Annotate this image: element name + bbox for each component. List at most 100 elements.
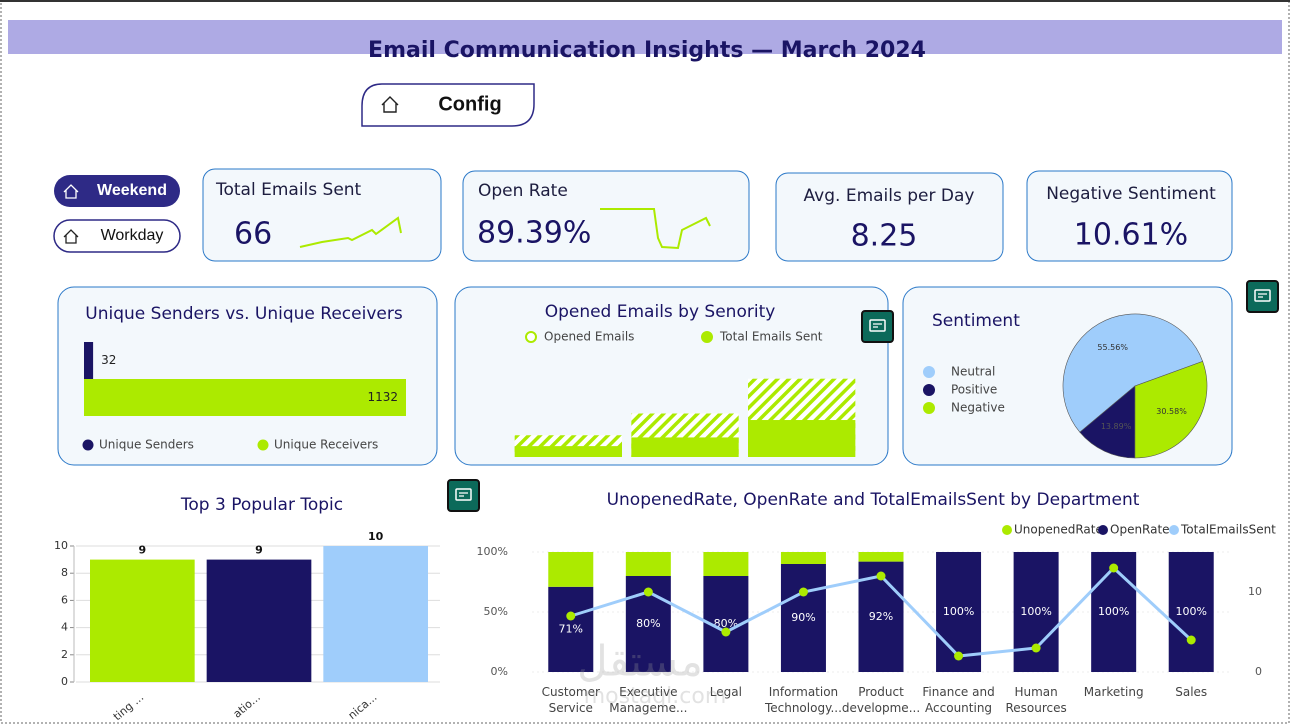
bar xyxy=(84,342,94,379)
chart-card xyxy=(57,286,438,466)
sparkline xyxy=(600,208,711,250)
bar xyxy=(748,420,856,457)
bar xyxy=(625,552,671,576)
bar xyxy=(84,379,406,416)
x-tick-label-box: Human Resources xyxy=(1005,685,1066,715)
workday-label: Workday xyxy=(101,227,164,244)
y-tick-label: 0 xyxy=(61,675,68,688)
weekend-label: Weekend xyxy=(97,182,167,199)
legend-label: Unique Receivers xyxy=(274,438,378,452)
bar xyxy=(206,559,312,682)
y2-tick-label: 0 xyxy=(1255,665,1262,678)
kpi-card xyxy=(462,170,750,262)
line-marker xyxy=(1031,643,1041,653)
bar xyxy=(514,446,622,457)
line-marker xyxy=(798,587,808,597)
details-icon[interactable] xyxy=(861,310,894,343)
y-tick-label: 10 xyxy=(54,539,68,552)
chart-title: Sentiment xyxy=(932,311,1020,331)
legend-marker xyxy=(82,439,94,451)
header-bar xyxy=(8,20,1282,54)
charts: 32 Unique Senders 1132 Unique Receivers Open… xyxy=(54,313,1276,724)
kpi-card xyxy=(1026,170,1233,262)
legend-label: Negative xyxy=(951,401,1005,415)
data-label: 100% xyxy=(1175,605,1206,618)
x-tick-label-box: Legal xyxy=(710,685,742,699)
y-tick-label: 6 xyxy=(61,593,68,606)
line-marker xyxy=(1186,635,1196,645)
y2-tick-label: 10 xyxy=(1248,585,1262,598)
config-button[interactable]: Config xyxy=(361,83,535,127)
legend-marker xyxy=(1098,525,1108,535)
kpi-value: 10.61% xyxy=(1074,218,1188,253)
kpi-label: Open Rate xyxy=(478,181,568,201)
x-tick-label: Customer Service xyxy=(541,685,600,715)
x-tick-label: Sales xyxy=(1175,685,1208,699)
legend-marker xyxy=(923,402,935,414)
legend-label: Total Emails Sent xyxy=(719,330,823,344)
x-tick-label: Product developme... xyxy=(841,685,921,715)
data-label: 71% xyxy=(559,622,583,635)
line-marker xyxy=(954,651,964,661)
legend-label: Positive xyxy=(951,383,997,397)
x-tick-label: ting ... xyxy=(111,691,146,724)
x-tick-label-box: Finance and Accounting xyxy=(922,685,995,715)
chart-title: Opened Emails by Senority xyxy=(545,302,776,322)
line-marker xyxy=(1109,563,1119,573)
legend-label: Neutral xyxy=(951,365,995,379)
x-tick-label: Information Technology... xyxy=(764,685,842,715)
workday-button[interactable]: Workday xyxy=(53,219,181,253)
bar xyxy=(1168,552,1214,672)
data-label: 32 xyxy=(101,353,116,367)
legend-marker xyxy=(923,366,935,378)
data-label: 80% xyxy=(636,617,660,630)
bar xyxy=(90,559,195,682)
x-tick-label: nica... xyxy=(346,691,380,722)
x-tick-label-box: Customer Service xyxy=(541,685,600,715)
watermark: مستقل xyxy=(577,637,703,686)
bar xyxy=(631,437,739,457)
x-tick-label: atio... xyxy=(231,691,263,721)
kpi-label: Negative Sentiment xyxy=(1046,184,1216,204)
data-label: 100% xyxy=(1098,605,1129,618)
details-icon[interactable] xyxy=(447,479,480,512)
data-label: 30.58% xyxy=(1156,407,1187,416)
data-label: 9 xyxy=(139,544,147,557)
legend-label: OpenRate xyxy=(1110,523,1170,537)
data-label: 13.89% xyxy=(1101,422,1132,431)
legend-label: Opened Emails xyxy=(544,330,634,344)
kpi-value: 66 xyxy=(234,217,272,252)
y-tick-label: 2 xyxy=(61,648,68,661)
legend-marker xyxy=(923,384,935,396)
line-marker xyxy=(566,611,576,621)
chart-title: Unique Senders vs. Unique Receivers xyxy=(85,304,403,324)
y-tick-label: 50% xyxy=(484,605,508,618)
y-tick-label: 100% xyxy=(477,545,508,558)
bar xyxy=(858,552,904,562)
x-tick-label-box: Executive Manageme... xyxy=(609,685,688,715)
x-tick-label-box: Information Technology... xyxy=(764,685,842,715)
config-label: Config xyxy=(438,93,501,115)
data-label: 1132 xyxy=(367,390,398,404)
data-label: 100% xyxy=(943,605,974,618)
x-tick-label: Finance and Accounting xyxy=(922,685,995,715)
legend-marker xyxy=(701,331,713,343)
y-tick-label: 4 xyxy=(61,621,68,634)
x-tick-label: Executive Manageme... xyxy=(609,685,688,715)
data-label: 10 xyxy=(368,530,384,543)
legend-marker xyxy=(1002,525,1012,535)
legend-marker xyxy=(1169,525,1179,535)
weekend-button[interactable]: Weekend xyxy=(54,175,180,207)
kpi-card xyxy=(775,172,1004,262)
data-label: 90% xyxy=(791,611,815,624)
bar xyxy=(703,552,749,576)
kpi-label: Total Emails Sent xyxy=(215,180,362,200)
details-icon[interactable] xyxy=(1246,280,1279,313)
y-tick-label: 0% xyxy=(491,665,508,678)
pie-slice xyxy=(1079,385,1136,459)
kpi-value: 89.39% xyxy=(477,216,591,251)
sparkline xyxy=(299,216,402,248)
line-marker xyxy=(721,627,731,637)
legend-marker xyxy=(525,331,537,343)
